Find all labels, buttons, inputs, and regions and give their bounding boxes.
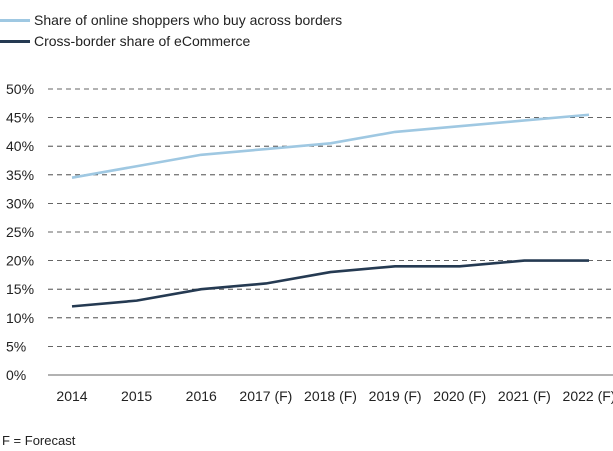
- legend-swatch-shoppers: [0, 18, 30, 22]
- x-tick-label: 2021 (F): [498, 388, 551, 404]
- x-tick-label: 2015: [121, 388, 152, 404]
- legend-item-ecommerce: Cross-border share of eCommerce: [0, 31, 342, 51]
- x-tick-label: 2022 (F): [563, 388, 613, 404]
- x-tick-label: 2019 (F): [369, 388, 422, 404]
- y-tick-label: 45%: [6, 110, 34, 126]
- x-tick-label: 2017 (F): [239, 388, 292, 404]
- y-axis: 0% 5% 10% 15% 20% 25% 30% 35% 40% 45% 50%: [6, 81, 34, 383]
- legend-label-shoppers: Share of online shoppers who buy across …: [34, 12, 343, 28]
- legend-label-ecommerce: Cross-border share of eCommerce: [34, 33, 251, 49]
- series-line-0: [71, 113, 590, 179]
- y-tick-label: 20%: [6, 253, 34, 269]
- y-tick-label: 15%: [6, 281, 34, 297]
- grid: [48, 88, 613, 376]
- y-tick-label: 35%: [6, 167, 34, 183]
- y-tick-label: 0%: [6, 367, 26, 383]
- y-tick-label: 50%: [6, 81, 34, 97]
- y-tick-label: 25%: [6, 224, 34, 240]
- legend-swatch-ecommerce: [0, 39, 30, 43]
- x-tick-label: 2020 (F): [433, 388, 486, 404]
- series-lines: [71, 113, 590, 308]
- x-tick-label: 2014: [56, 388, 87, 404]
- x-tick-label: 2016: [186, 388, 217, 404]
- y-tick-label: 30%: [6, 195, 34, 211]
- x-axis: 2014 2015 2016 2017 (F) 2018 (F) 2019 (F) 2020…: [56, 388, 613, 404]
- legend: Share of online shoppers who buy across …: [0, 10, 342, 52]
- legend-item-shoppers: Share of online shoppers who buy across …: [0, 10, 342, 30]
- series-line-1: [71, 259, 589, 308]
- footnote: F = Forecast: [2, 433, 76, 448]
- y-tick-label: 40%: [6, 138, 34, 154]
- x-tick-label: 2018 (F): [304, 388, 357, 404]
- y-tick-label: 5%: [6, 338, 26, 354]
- y-tick-label: 10%: [6, 310, 34, 326]
